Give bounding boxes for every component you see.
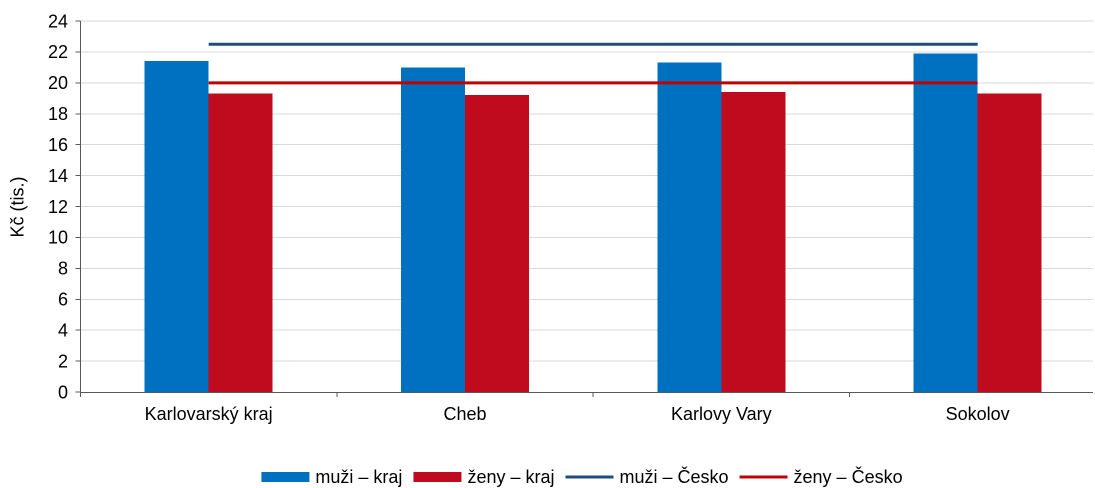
y-tick-label-4: 4 bbox=[58, 320, 68, 340]
x-tick-label-cheb: Cheb bbox=[443, 404, 486, 424]
x-tick-labels: Karlovarský kraj Cheb Karlovy Vary Sokolov bbox=[145, 404, 1010, 424]
y-tick-label-2: 2 bbox=[58, 351, 68, 371]
x-tick-label-karlovarsky-kraj: Karlovarský kraj bbox=[145, 404, 273, 424]
bar-muzi-kraj-karlovarsky-kraj bbox=[144, 61, 209, 393]
legend-label-muzi-kraj: muži – kraj bbox=[315, 467, 402, 487]
bar-muzi-kraj-cheb bbox=[400, 67, 465, 392]
axes bbox=[75, 20, 1093, 397]
x-tick-label-karlovy-vary: Karlovy Vary bbox=[671, 404, 772, 424]
bar-zeny-kraj-cheb bbox=[464, 95, 529, 392]
y-tick-label-14: 14 bbox=[48, 166, 68, 186]
x-tick-label-sokolov: Sokolov bbox=[946, 404, 1010, 424]
legend-label-muzi-cesko: muži – Česko bbox=[619, 466, 728, 487]
bar-zeny-kraj-karlovarsky-kraj bbox=[208, 93, 273, 392]
y-tick-label-12: 12 bbox=[48, 197, 68, 217]
y-tick-label-16: 16 bbox=[48, 135, 68, 155]
legend-item-zeny-kraj: ženy – kraj bbox=[413, 467, 554, 487]
legend-item-muzi-cesko: muži – Česko bbox=[565, 466, 729, 487]
legend: muži – kraj ženy – kraj muži – Česko ženy –… bbox=[261, 466, 903, 487]
legend-item-muzi-kraj: muži – kraj bbox=[261, 467, 402, 487]
y-axis-title: Kč (tis.) bbox=[7, 177, 27, 238]
legend-swatch-muzi-kraj bbox=[261, 472, 310, 482]
series-lines bbox=[208, 42, 978, 85]
bar-zeny-kraj-karlovy-vary bbox=[721, 92, 786, 392]
y-tick-label-20: 20 bbox=[48, 73, 68, 93]
legend-swatch-zeny-kraj bbox=[413, 472, 462, 482]
bar-muzi-kraj-karlovy-vary bbox=[657, 62, 722, 393]
legend-label-zeny-kraj: ženy – kraj bbox=[467, 467, 554, 487]
bar-zeny-kraj-sokolov bbox=[977, 93, 1042, 392]
y-tick-label-24: 24 bbox=[48, 11, 68, 31]
y-tick-label-10: 10 bbox=[48, 228, 68, 248]
y-tick-label-6: 6 bbox=[58, 290, 68, 310]
legend-label-zeny-cesko: ženy – Česko bbox=[794, 466, 903, 487]
legend-item-zeny-cesko: ženy – Česko bbox=[739, 466, 903, 487]
y-tick-label-0: 0 bbox=[58, 382, 68, 402]
bars bbox=[144, 53, 1042, 393]
y-tick-label-22: 22 bbox=[48, 42, 68, 62]
bar-muzi-kraj-sokolov bbox=[913, 53, 978, 393]
y-tick-label-8: 8 bbox=[58, 259, 68, 279]
y-tick-label-18: 18 bbox=[48, 104, 68, 124]
